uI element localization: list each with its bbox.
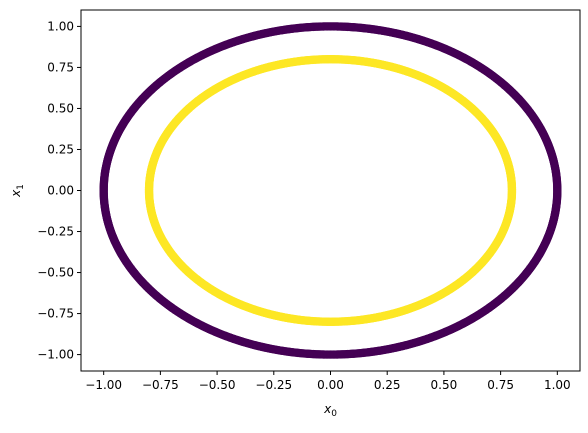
x-tick-label: 0.25 [374, 378, 401, 392]
series-ring-2 [144, 55, 517, 326]
y-tick-label: −0.50 [37, 266, 74, 280]
y-tick-label: 1.00 [47, 19, 74, 33]
plot-area [80, 9, 581, 372]
series-layer [99, 22, 562, 359]
x-tick-label: −1.00 [85, 378, 122, 392]
y-axis-label: x1 [9, 184, 26, 198]
y-tick-label: −1.00 [37, 348, 74, 362]
y-tick-label: 0.75 [47, 60, 74, 74]
x-tick-label: 0.00 [317, 378, 344, 392]
y-tick-label: −0.25 [37, 225, 74, 239]
y-axis-label-main: x [9, 189, 23, 198]
plot-background [81, 10, 580, 371]
x-tick-label: −0.50 [199, 378, 236, 392]
y-tick-label: 0.25 [47, 142, 74, 156]
data-point [507, 187, 517, 196]
x-tick-label: −0.75 [142, 378, 179, 392]
x-tick-label: 1.00 [544, 378, 571, 392]
y-tick-label: 0.00 [47, 184, 74, 198]
data-point [553, 187, 562, 196]
series-ring-1 [99, 22, 562, 359]
x-axis-ticks: −1.00 −0.75 −0.50 −0.25 0.00 0.25 0.50 0.75 1.00 [85, 371, 571, 392]
x-tick-label: 0.50 [431, 378, 458, 392]
x-axis-label: x0 [323, 402, 337, 419]
y-axis-label-subscript: 1 [16, 184, 26, 190]
x-tick-label: −0.25 [255, 378, 292, 392]
x-tick-label: 0.75 [487, 378, 514, 392]
x-axis-label-main: x [323, 402, 332, 416]
y-axis-ticks: −1.00 −0.75 −0.50 −0.25 0.00 0.25 0.50 0.75 1.00 [37, 19, 81, 362]
y-tick-label: 0.50 [47, 101, 74, 115]
x-axis-label-subscript: 0 [331, 409, 337, 419]
y-tick-label: −0.75 [37, 307, 74, 321]
